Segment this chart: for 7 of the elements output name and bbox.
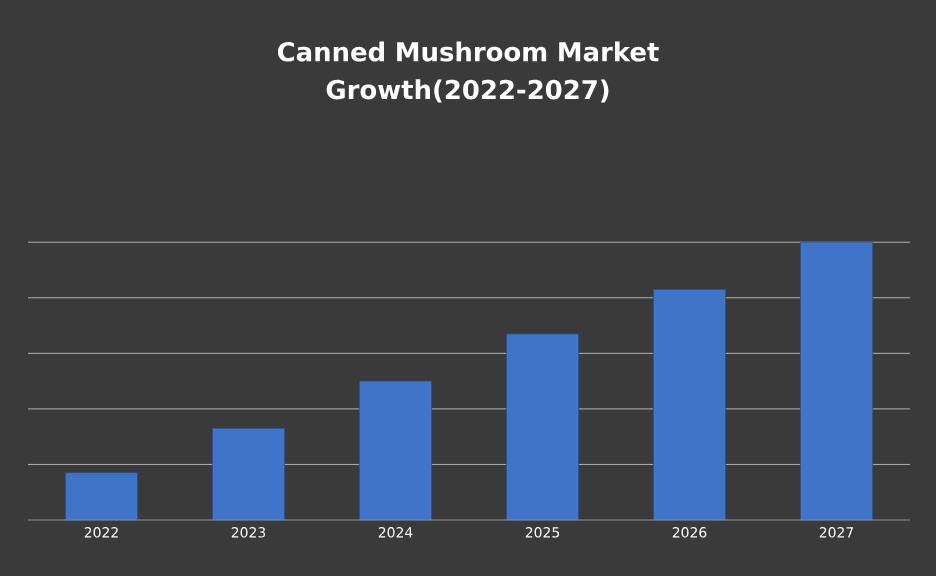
bar [506, 333, 579, 521]
chart-title: Canned Mushroom Market Growth(2022-2027) [277, 41, 659, 103]
bar [800, 241, 873, 521]
bar [653, 289, 726, 521]
bar [212, 427, 285, 521]
bar [65, 472, 138, 521]
bar [359, 380, 432, 521]
